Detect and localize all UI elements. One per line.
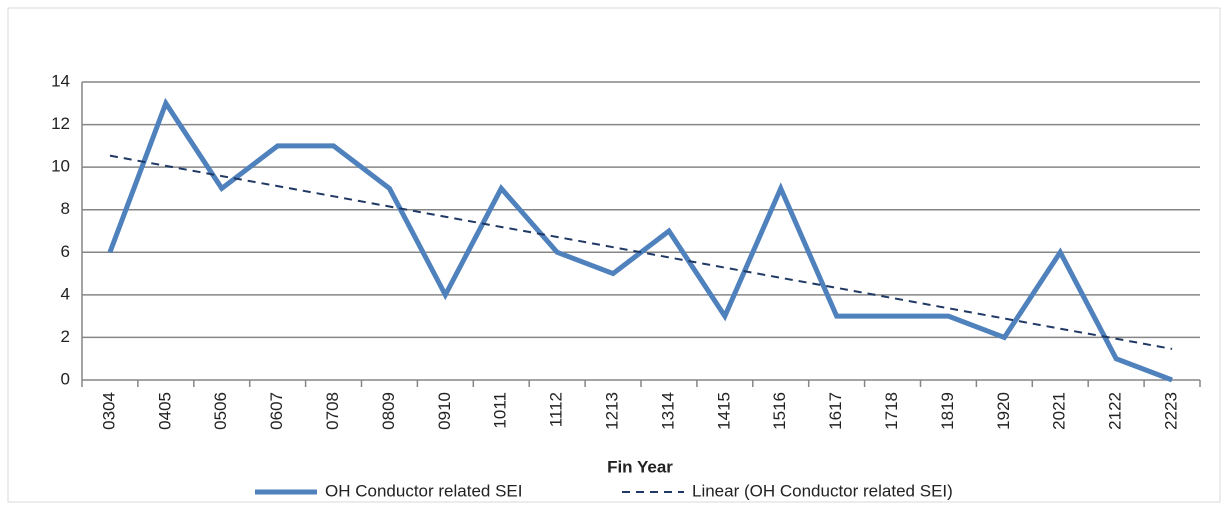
legend-label: Linear (OH Conductor related SEI) — [692, 481, 953, 500]
y-tick-label: 2 — [61, 327, 70, 346]
legend-label: OH Conductor related SEI — [325, 481, 522, 500]
y-tick-label: 10 — [51, 157, 70, 176]
x-tick-label: 0708 — [323, 392, 342, 430]
x-tick-label: 1718 — [882, 392, 901, 430]
x-tick-label: 0506 — [211, 392, 230, 430]
x-tick-label: 1920 — [994, 392, 1013, 430]
x-tick-label: 1011 — [491, 392, 510, 429]
x-axis-title: Fin Year — [607, 457, 673, 476]
x-tick-label: 1415 — [714, 392, 733, 430]
x-tick-label: 1213 — [603, 392, 622, 430]
y-tick-label: 12 — [51, 114, 70, 133]
x-tick-label: 0809 — [379, 392, 398, 430]
trend-line — [109, 154, 1173, 350]
x-tick-label: 2122 — [1106, 392, 1125, 430]
x-tick-label: 0910 — [435, 392, 454, 430]
x-tick-label: 1819 — [938, 392, 957, 430]
x-tick-label: 0405 — [155, 392, 174, 430]
x-tick-label: 1314 — [658, 392, 677, 430]
x-tick-label: 1516 — [770, 392, 789, 430]
x-tick-label: 1617 — [826, 392, 845, 430]
x-tick-label: 1112 — [547, 392, 566, 427]
x-tick-label: 2223 — [1162, 392, 1181, 430]
y-tick-label: 0 — [61, 369, 70, 388]
y-tick-label: 6 — [61, 242, 70, 261]
y-tick-label: 8 — [61, 199, 70, 218]
x-tick-label: 2021 — [1050, 392, 1069, 430]
chart-border — [7, 7, 1221, 503]
x-tick-label: 0304 — [99, 392, 118, 430]
y-tick-label: 14 — [51, 71, 70, 90]
x-tick-label: 0607 — [267, 392, 286, 430]
y-tick-label: 4 — [61, 284, 70, 303]
